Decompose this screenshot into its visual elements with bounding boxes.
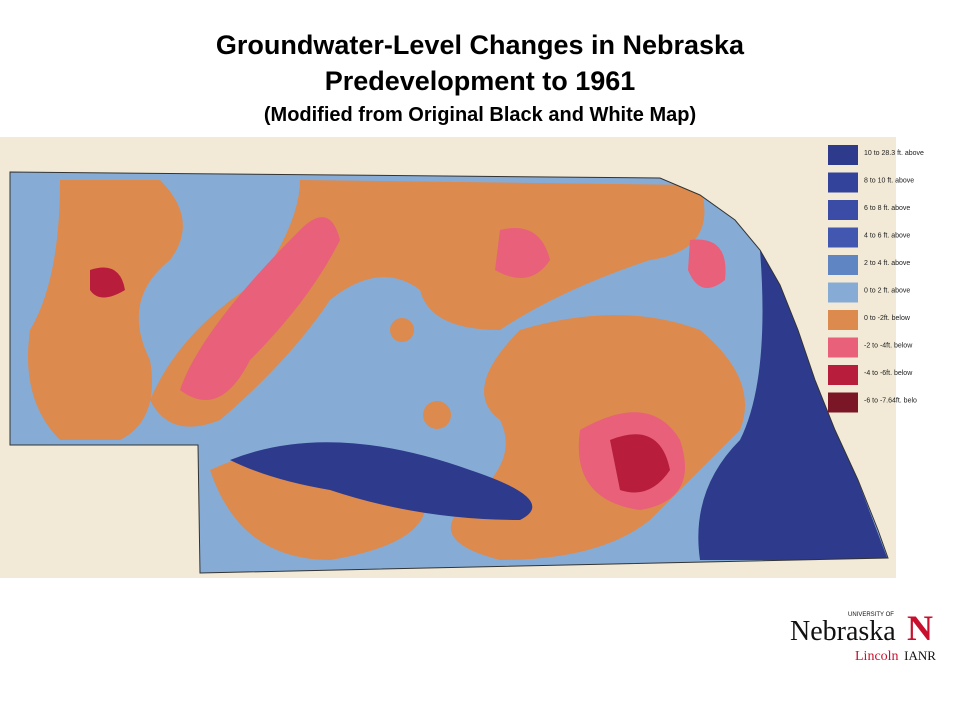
legend-swatch (828, 310, 858, 330)
legend-label: -6 to -7.64ft. belo (864, 397, 917, 404)
logo-mark: N (907, 608, 933, 648)
logo-small: UNIVERSITY OF (848, 612, 894, 618)
map (10, 172, 888, 573)
legend-label: 4 to 6 ft. above (864, 232, 910, 239)
legend-label: 10 to 28.3 ft. above (864, 150, 924, 157)
legend-swatch (828, 392, 858, 413)
legend-label: -2 to -4ft. below (864, 342, 913, 349)
logo-campus: Lincoln (855, 649, 899, 664)
legend-label: 6 to 8 ft. above (864, 205, 910, 212)
legend-swatch (828, 282, 858, 303)
legend-swatch (828, 337, 858, 358)
state-outline (9, 171, 889, 574)
legend-label: 8 to 10 ft. above (864, 177, 914, 184)
legend-label: 0 to 2 ft. above (864, 287, 910, 294)
legend-swatch (828, 255, 858, 275)
legend-swatch (828, 172, 858, 193)
legend-label: -4 to -6ft. below (864, 370, 913, 377)
subtitle: (Modified from Original Black and White … (264, 104, 696, 126)
logo-name: Nebraska (790, 616, 896, 647)
logo-unit: IANR (904, 648, 936, 663)
legend-swatch (828, 200, 858, 220)
title-line: Groundwater-Level Changes in Nebraska (216, 30, 745, 60)
legend-swatch (828, 227, 858, 248)
legend-label: 0 to -2ft. below (864, 315, 911, 322)
title-line: Predevelopment to 1961 (325, 66, 636, 96)
legend: 10 to 28.3 ft. above 8 to 10 ft. above 6 t… (828, 145, 924, 413)
legend-label: 2 to 4 ft. above (864, 260, 910, 267)
legend-swatch (828, 365, 858, 385)
legend-swatch (828, 145, 858, 165)
